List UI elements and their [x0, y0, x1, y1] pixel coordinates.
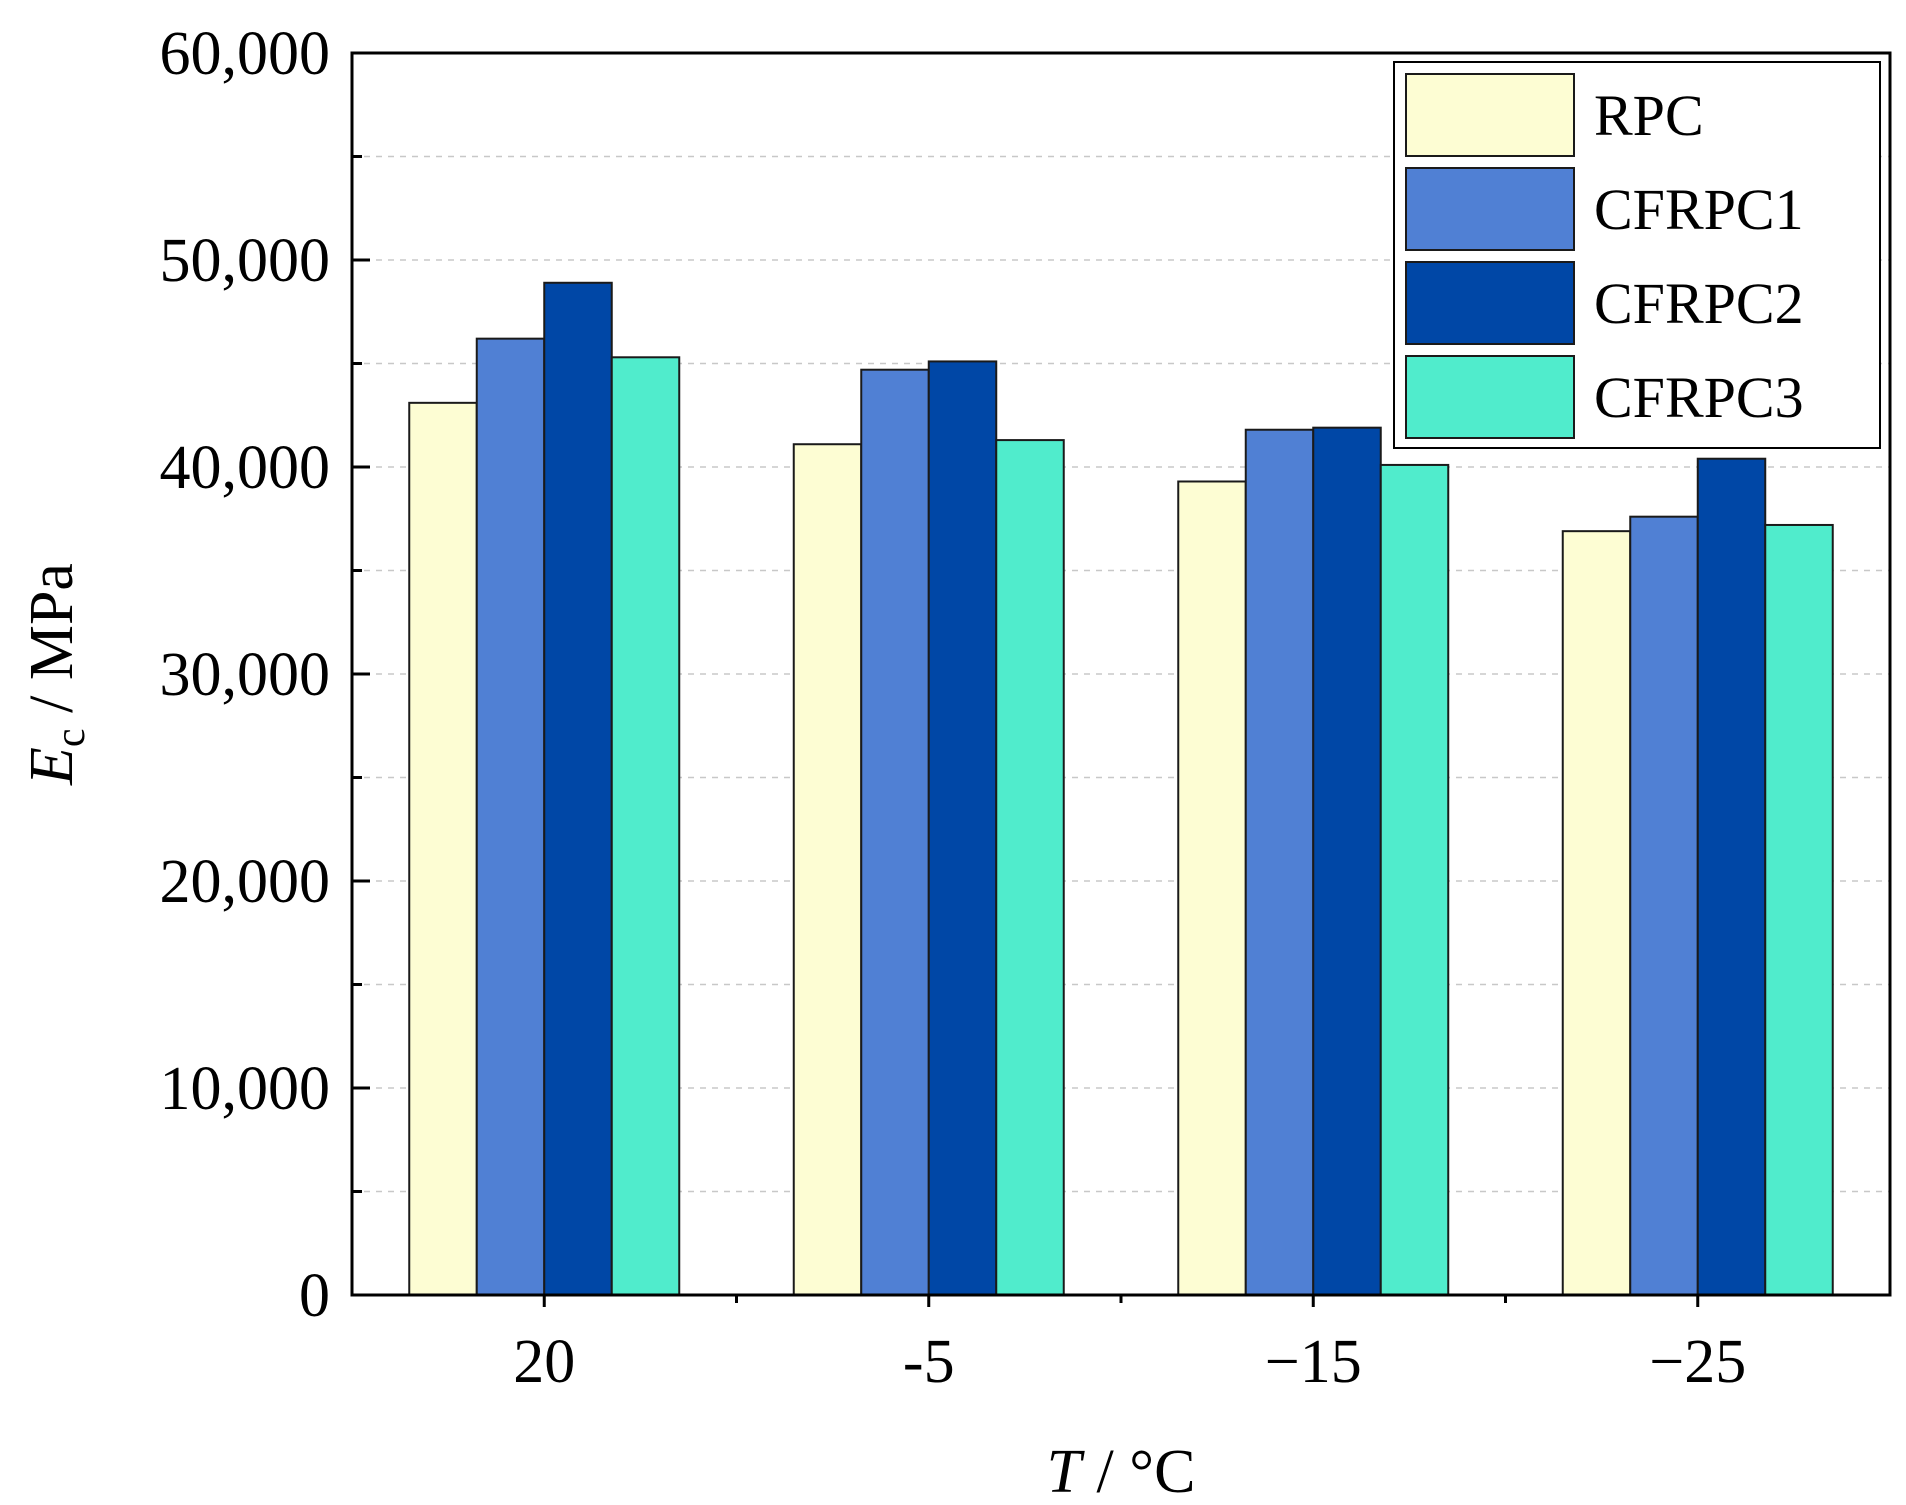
- bar-rpc-3: [1561, 530, 1632, 1296]
- bar-cfrpc1-2: [1244, 428, 1315, 1296]
- legend-label-cfrpc1: CFRPC1: [1594, 177, 1804, 242]
- bar-cfrpc2-2: [1312, 426, 1382, 1297]
- x-tick-label: -5: [903, 1328, 955, 1396]
- bars: [408, 281, 1834, 1297]
- axis-ticks: [352, 51, 1700, 1307]
- x-axis-title-symbol: T: [1047, 1438, 1086, 1505]
- y-axis-title-symbol: E: [18, 747, 86, 786]
- bar-cfrpc2-1: [927, 360, 998, 1296]
- y-tick-label: 20,000: [160, 848, 331, 916]
- bar-cfrpc2-0: [543, 281, 613, 1296]
- y-tick-label: 0: [299, 1262, 330, 1330]
- bar-cfrpc1-3: [1629, 515, 1699, 1296]
- legend-swatch-cfrpc1: [1405, 167, 1575, 251]
- y-axis-title-unit: / MPa: [18, 563, 86, 728]
- y-tick-label: 50,000: [160, 227, 331, 295]
- legend-swatch-rpc: [1405, 73, 1575, 157]
- x-tick-label: 20: [513, 1328, 575, 1396]
- bar-rpc-0: [408, 401, 478, 1296]
- legend-swatch-cfrpc3: [1405, 355, 1575, 439]
- y-tick-label: 60,000: [160, 20, 331, 88]
- x-axis-title: T / °C: [1047, 1438, 1196, 1505]
- y-tick-label: 40,000: [160, 434, 331, 502]
- bar-cfrpc1-0: [475, 337, 546, 1297]
- legend-label-rpc: RPC: [1594, 83, 1704, 148]
- x-tick-labels: 20 -5 −15 −25: [513, 1328, 1746, 1396]
- x-axis-title-unit: / °C: [1081, 1438, 1195, 1505]
- y-tick-label: 30,000: [160, 641, 331, 709]
- x-tick-label: −15: [1265, 1328, 1362, 1396]
- bar-cfrpc2-3: [1696, 457, 1767, 1297]
- y-axis-title-subscript: c: [48, 728, 94, 747]
- y-tick-labels: 0 10,000 20,000 30,000 40,000 50,000 60,000: [160, 20, 331, 1330]
- bar-cfrpc3-3: [1764, 523, 1834, 1296]
- y-axis-title: Ec / MPa: [18, 563, 94, 786]
- legend-label-cfrpc3: CFRPC3: [1594, 365, 1804, 430]
- bar-cfrpc1-1: [860, 368, 930, 1296]
- legend: RPC CFRPC1 CFRPC2 CFRPC3: [1393, 61, 1881, 449]
- legend-swatch-cfrpc2: [1405, 261, 1575, 345]
- bar-cfrpc3-1: [995, 439, 1065, 1296]
- x-tick-label: −25: [1649, 1328, 1746, 1396]
- bar-cfrpc3-2: [1379, 463, 1450, 1296]
- legend-label-cfrpc2: CFRPC2: [1594, 271, 1804, 336]
- bar-rpc-1: [792, 443, 863, 1297]
- y-tick-label: 10,000: [160, 1055, 331, 1123]
- bar-rpc-2: [1177, 480, 1247, 1296]
- bar-cfrpc3-0: [610, 356, 681, 1297]
